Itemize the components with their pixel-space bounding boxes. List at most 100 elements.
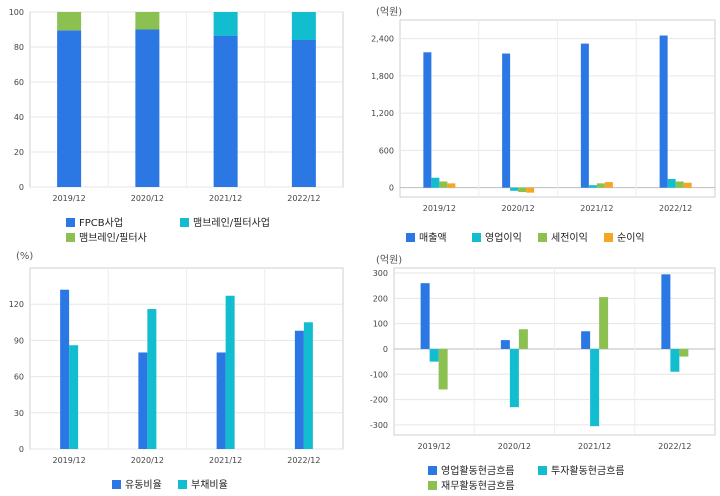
chart-panel-ratio: (%) 0 30 60 90 120 2019/12 2020/12 2021/12 2022/… <box>0 248 360 496</box>
y-tick-label: 600 <box>379 146 394 155</box>
bar <box>431 177 440 188</box>
bar <box>518 329 528 349</box>
bar <box>661 274 671 349</box>
ratio-unit-label: (%) <box>16 251 34 262</box>
bar <box>138 352 148 449</box>
legend-item-current-ratio: 유동비율 <box>112 476 162 491</box>
legend-swatch <box>428 466 437 475</box>
legend-swatch <box>406 233 415 242</box>
x-tick-label: 2020/12 <box>498 442 531 451</box>
legend-swatch <box>178 480 187 489</box>
y-tick-label: 200 <box>373 294 388 303</box>
bar <box>590 348 600 427</box>
legend-swatch <box>538 233 547 242</box>
bar <box>510 187 519 191</box>
chart-panel-cashflow: (억원) -300 -200 -100 0 100 200 300 2019/12 2020/1… <box>360 248 720 496</box>
bar <box>581 331 591 349</box>
bar <box>429 348 439 362</box>
bar <box>294 330 304 449</box>
bar <box>225 295 235 449</box>
legend-label: 투자활동현금흐름 <box>551 466 625 477</box>
legend-label: 매출액 <box>419 233 447 244</box>
bar <box>303 322 313 449</box>
legend-swatch <box>112 480 121 489</box>
bar <box>518 187 527 193</box>
legend-swatch <box>472 233 481 242</box>
y-tick-label: 30 <box>14 409 24 418</box>
legend-label: 유동비율 <box>125 480 162 491</box>
bar <box>599 297 609 349</box>
chart-panel-segment: 0 20 40 60 80 100 2019/12 2020/12 2021/12 2022/12… <box>0 0 360 248</box>
bar <box>60 289 70 449</box>
legend-label: 순이익 <box>617 233 645 244</box>
legend-label: 영업활동현금흐름 <box>441 466 515 477</box>
legend-label: FPCB사업 <box>79 218 124 229</box>
y-tick-label: 0 <box>389 184 394 193</box>
x-tick-label: 2020/12 <box>131 194 164 203</box>
chart-panel-income: (억원) 0 600 1,200 1,800 2,400 2019/12 2020/12 20… <box>360 0 720 248</box>
bar <box>447 183 456 188</box>
bar <box>439 181 448 188</box>
legend-item-fpcb: FPCB사업 <box>66 214 123 229</box>
legend-swatch <box>538 466 547 475</box>
bar <box>683 182 692 188</box>
legend-item-pretax-profit: 세전이익 <box>538 229 588 244</box>
legend-label: 맴브레인/필터사업 <box>193 218 270 229</box>
legend-swatch <box>180 218 189 227</box>
bar <box>526 187 535 193</box>
y-tick-label: 20 <box>14 148 24 157</box>
bar <box>213 35 238 187</box>
y-tick-label: 60 <box>14 78 24 87</box>
x-tick-label: 2021/12 <box>578 442 611 451</box>
y-tick-label: 1,800 <box>371 72 394 81</box>
y-tick-label: 40 <box>14 113 24 122</box>
bar <box>509 348 519 408</box>
bar <box>135 12 160 30</box>
legend-item-operating-profit: 영업이익 <box>472 229 522 244</box>
bar <box>500 340 510 349</box>
cashflow-chart: -300 -200 -100 0 100 200 300 2019/12 2020/12 2021… <box>370 267 716 451</box>
bar <box>679 348 689 357</box>
bar <box>423 52 432 188</box>
legend-swatch <box>66 218 75 227</box>
x-tick-label: 2021/12 <box>580 204 613 213</box>
legend-item-debt-ratio: 부채비율 <box>178 476 228 491</box>
y-tick-label: 0 <box>19 445 24 454</box>
y-tick-label: 100 <box>373 320 388 329</box>
y-tick-label: 2,400 <box>371 35 394 44</box>
bar <box>57 30 82 187</box>
y-tick-label: 100 <box>9 8 24 17</box>
ratio-chart: 0 30 60 90 120 2019/12 2020/12 2021/12 2022/12 <box>9 267 344 465</box>
x-tick-label: 2021/12 <box>209 194 242 203</box>
x-tick-label: 2021/12 <box>209 456 242 465</box>
bar <box>213 12 238 36</box>
legend-item-sales: 매출액 <box>406 229 447 244</box>
bar <box>675 181 684 188</box>
y-tick-label: 90 <box>14 336 24 345</box>
y-tick-label: -300 <box>370 421 388 430</box>
y-tick-label: 0 <box>383 345 388 354</box>
bar <box>502 53 511 188</box>
y-tick-label: -100 <box>370 370 388 379</box>
income-unit-label: (억원) <box>376 7 403 18</box>
bar <box>604 182 613 188</box>
legend-item-financing-cf: 재무활동현금흐름 <box>428 477 515 492</box>
x-tick-label: 2019/12 <box>418 442 451 451</box>
bar <box>69 345 79 449</box>
x-tick-label: 2019/12 <box>53 456 86 465</box>
legend-label: 맴브레인/필터사 <box>79 233 147 244</box>
legend-swatch <box>428 481 437 490</box>
y-tick-label: 300 <box>373 269 388 278</box>
legend-swatch <box>604 233 613 242</box>
bar <box>670 348 680 372</box>
y-tick-label: 120 <box>9 300 24 309</box>
cashflow-unit-label: (억원) <box>376 255 403 266</box>
bar <box>420 283 430 349</box>
cashflow-legend: 영업활동현금흐름 투자활동현금흐름 재무활동현금흐름 <box>360 248 720 496</box>
legend-label: 재무활동현금흐름 <box>441 481 515 492</box>
income-chart: 0 600 1,200 1,800 2,400 2019/12 2020/12 2021/12… <box>371 19 716 213</box>
x-tick-label: 2019/12 <box>423 204 456 213</box>
legend-item-operating-cf: 영업활동현금흐름 <box>428 462 515 477</box>
legend-label: 영업이익 <box>485 233 522 244</box>
income-legend: 매출액 영업이익 세전이익 순이익 <box>360 0 720 248</box>
